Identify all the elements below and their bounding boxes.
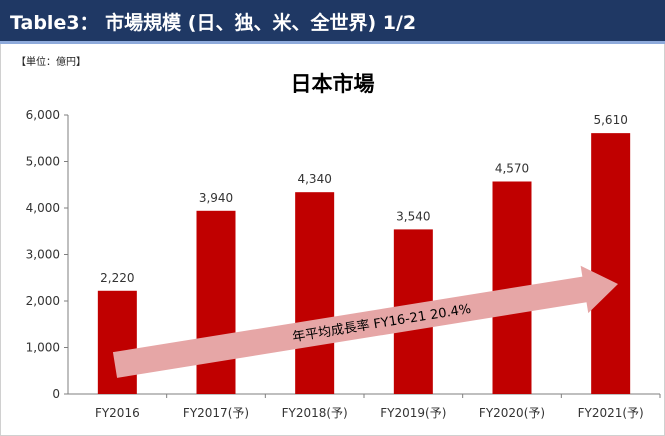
page-title: Table3： 市場規模 (日、独、米、全世界) 1/2 [10,12,417,34]
y-tick-label: 5,000 [26,155,60,169]
bar-value-label: 2,220 [100,271,134,285]
x-tick-label: FY2019(予) [380,406,446,420]
y-tick-label: 3,000 [26,248,60,262]
y-tick-label: 6,000 [26,108,60,122]
x-tick-label: FY2020(予) [479,406,545,420]
bar-value-label: 4,570 [495,161,529,175]
bar [295,192,335,394]
x-tick-label: FY2017(予) [183,406,249,420]
header-bar: Table3： 市場規模 (日、独、米、全世界) 1/2 [0,0,665,44]
growth-arrow-shape [112,265,619,378]
bar [97,290,137,394]
y-tick-label: 1,000 [26,341,60,355]
bar-value-label: 3,940 [199,191,233,205]
unit-note: 【単位：億円】 [16,57,86,68]
y-tick-label: 0 [52,387,60,401]
bar [196,210,236,394]
growth-arrow: 年平均成長率 FY16-21 20.4% [112,265,619,378]
bar-value-label: 3,540 [396,209,430,223]
y-tick-label: 2,000 [26,294,60,308]
x-tick-label: FY2016 [95,406,140,420]
bar-value-label: 5,610 [593,113,627,127]
bar [591,133,631,394]
x-tick-label: FY2021(予) [578,406,644,420]
bar-value-label: 4,340 [297,172,331,186]
x-tick-label: FY2018(予) [282,406,348,420]
chart-title: 日本市場 [290,72,375,96]
y-tick-label: 4,000 [26,201,60,215]
